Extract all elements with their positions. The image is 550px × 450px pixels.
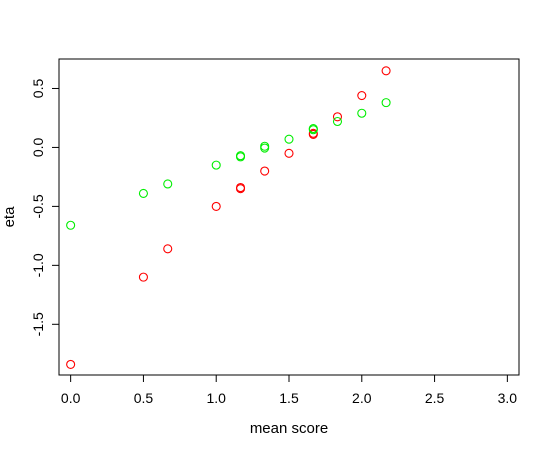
data-point-series-2 <box>163 179 173 189</box>
y-tick-label: 0.5 <box>30 79 46 99</box>
data-point-series-1 <box>357 91 367 101</box>
x-tick-label: 0.5 <box>134 390 154 406</box>
data-point-series-1 <box>381 66 391 76</box>
data-point-series-1 <box>163 244 173 254</box>
data-points <box>66 66 391 369</box>
x-tick-label: 1.0 <box>206 390 226 406</box>
x-tick-label: 2.5 <box>425 390 445 406</box>
x-axis: 0.0 0.5 1.0 1.5 2.0 2.5 3.0 <box>61 374 518 406</box>
y-tick-label: -1.5 <box>30 312 46 336</box>
data-point-series-1 <box>308 128 318 138</box>
data-point-series-1 <box>284 148 294 158</box>
data-point-series-2 <box>66 220 76 230</box>
data-point-series-1 <box>211 201 221 211</box>
data-point-series-1 <box>138 272 148 282</box>
y-axis: -1.5 -1.0 -0.5 0.0 0.5 <box>30 79 60 336</box>
y-tick-label: -1.0 <box>30 253 46 277</box>
data-point-series-1 <box>332 112 343 122</box>
data-point-series-2 <box>235 152 246 162</box>
data-point-series-2 <box>260 141 270 151</box>
data-point-series-2 <box>332 116 343 127</box>
data-point-series-2 <box>211 160 221 170</box>
y-tick-label: -0.5 <box>30 194 46 218</box>
x-axis-title: mean score <box>250 420 328 437</box>
data-point-series-1 <box>235 184 246 194</box>
y-tick-label: 0.0 <box>30 137 46 157</box>
x-tick-label: 2.0 <box>352 390 372 406</box>
x-tick-label: 1.5 <box>279 390 299 406</box>
data-point-series-2 <box>381 98 391 108</box>
data-point-series-2 <box>138 188 148 198</box>
data-point-series-2 <box>357 108 367 118</box>
data-point-series-1 <box>66 359 76 369</box>
x-tick-label: 3.0 <box>498 390 518 406</box>
data-point-series-2 <box>284 134 294 144</box>
data-point-series-2 <box>308 124 318 134</box>
data-point-series-1 <box>260 166 270 176</box>
x-tick-label: 0.0 <box>61 390 81 406</box>
y-axis-title: eta <box>1 206 18 228</box>
